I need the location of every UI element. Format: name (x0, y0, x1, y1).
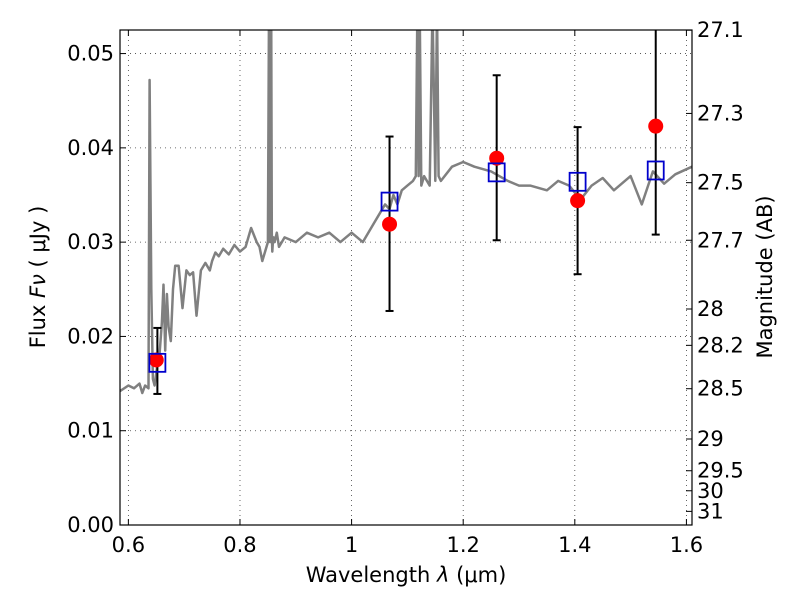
y-axis-label: Flux Fν ( μJy ) (26, 206, 50, 349)
model-photometry-point (380, 191, 399, 212)
plot-frame (119, 29, 693, 526)
y-tick-label: 0.03 (67, 230, 114, 254)
y-tick-label: 0.00 (67, 513, 114, 537)
y-tick-label: 0.05 (67, 42, 114, 66)
mag-tick-label: 31 (697, 499, 724, 523)
x-axis-label: Wavelength λ (μm) (306, 563, 507, 587)
observed-point (148, 352, 164, 368)
observed-point (382, 216, 398, 232)
model-photometry-point (148, 352, 167, 373)
y-tick-label: 0.04 (67, 136, 114, 160)
observed-point (489, 150, 505, 166)
y-tick-label: 0.02 (67, 324, 114, 348)
y-tick-label: 0.01 (67, 419, 114, 443)
mag-tick-label: 27.5 (697, 171, 744, 195)
mag-tick-label: 27.3 (697, 101, 744, 125)
axis-ticks: 0.6 0.8 1 1.2 1.4 1.6 0.00 0.01 0.02 0.03 0.04 0.05… (67, 18, 744, 557)
mag-tick-label: 28.2 (697, 333, 744, 357)
x-tick-label: 1.4 (558, 533, 591, 557)
right-axis-label: Magnitude (AB) (753, 195, 777, 358)
observed-point (648, 118, 664, 134)
mag-tick-label: 30 (697, 479, 724, 503)
mag-tick-label: 28 (697, 297, 724, 321)
x-tick-label: 1.6 (670, 533, 703, 557)
grid-lines (120, 30, 692, 526)
observed-point (570, 193, 586, 209)
mag-tick-label: 29 (697, 427, 724, 451)
plot-area (120, 30, 692, 395)
model-photometry-point (646, 160, 665, 181)
model-spectrum-line (120, 30, 692, 395)
x-tick-label: 0.8 (223, 533, 256, 557)
x-tick-label: 1.2 (446, 533, 479, 557)
mag-tick-label: 29.5 (697, 459, 744, 483)
x-tick-label: 1 (345, 533, 358, 557)
x-tick-label: 0.6 (112, 533, 145, 557)
model-photometry-point (568, 171, 587, 192)
mag-tick-label: 28.5 (697, 377, 744, 401)
mag-tick-label: 27.7 (697, 228, 744, 252)
mag-tick-label: 27.1 (697, 18, 744, 42)
model-photometry-point (487, 162, 506, 183)
